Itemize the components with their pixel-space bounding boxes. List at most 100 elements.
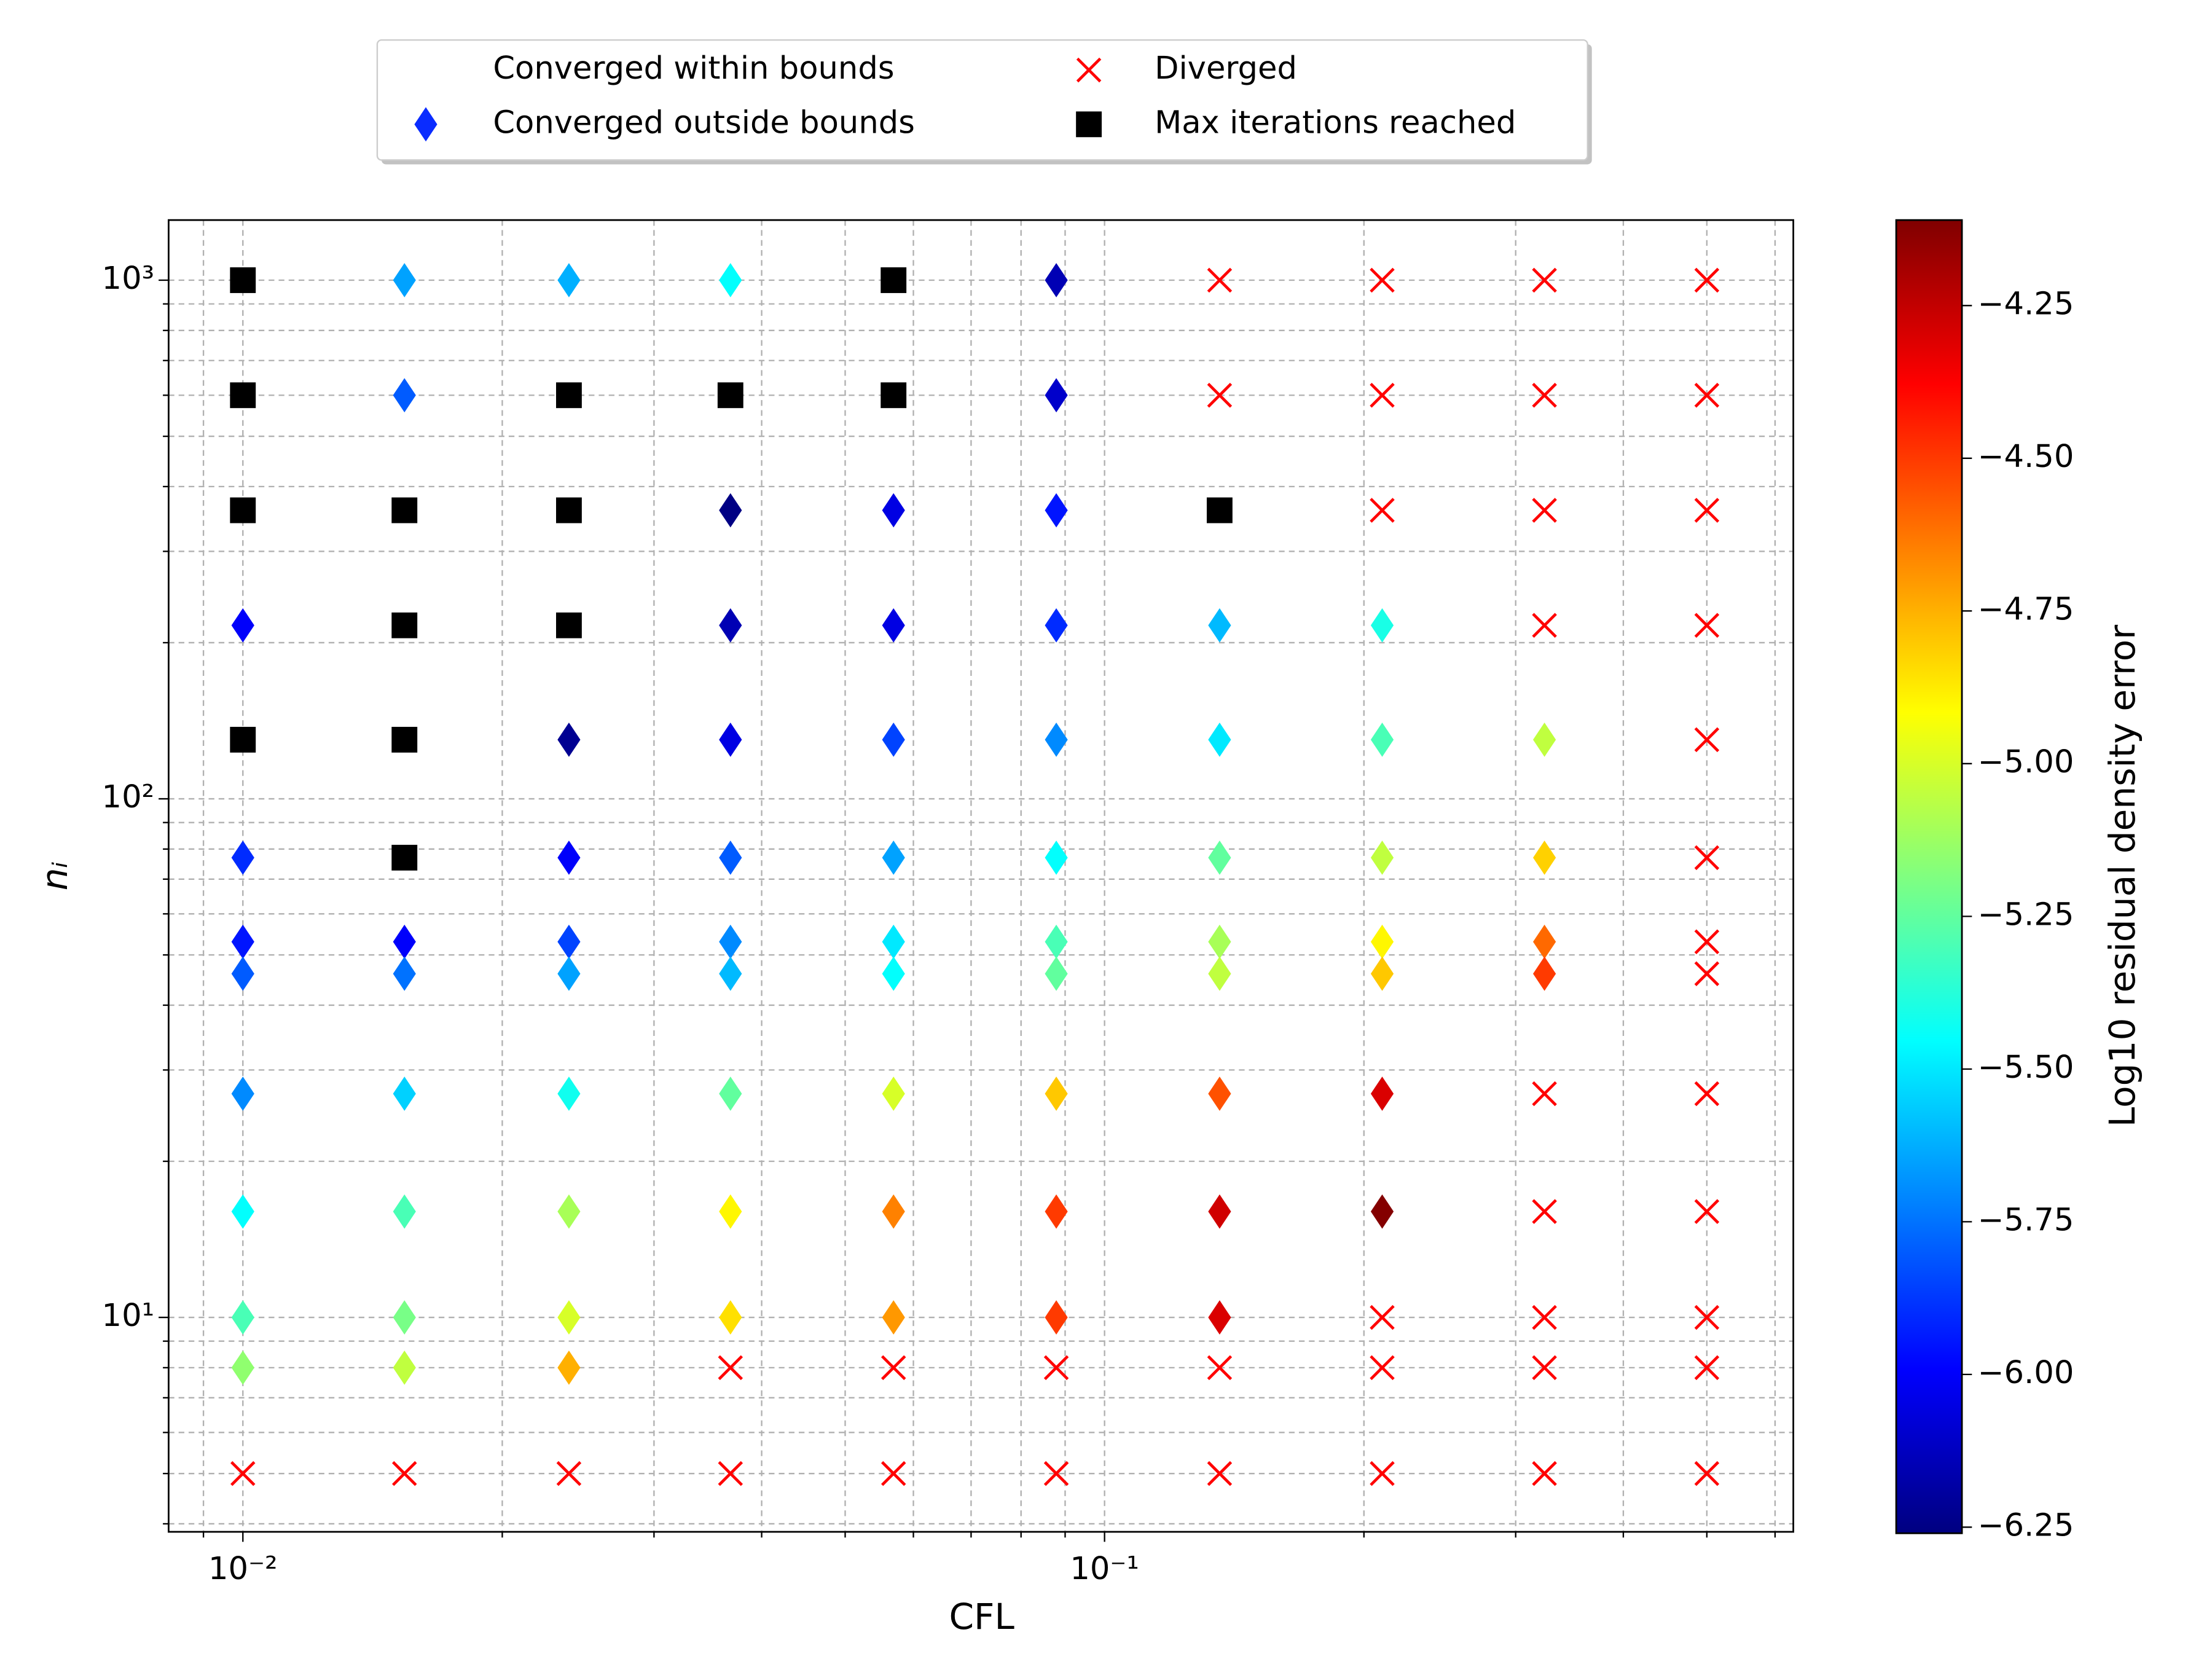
diamond-marker — [393, 1077, 416, 1111]
x-marker — [556, 1461, 582, 1486]
x-marker — [392, 1461, 417, 1486]
diamond-marker — [882, 493, 905, 528]
diamond-marker — [882, 1077, 905, 1111]
x-marker — [718, 1355, 743, 1381]
diamond-marker — [231, 1350, 254, 1385]
diamond-marker — [1370, 722, 1394, 757]
x-marker — [1694, 845, 1720, 871]
square-marker — [230, 497, 256, 524]
diamond-marker — [1370, 608, 1394, 643]
diamond-marker — [1208, 608, 1231, 643]
colorbar-tick-label: −6.00 — [1978, 1355, 2074, 1391]
square-marker — [1206, 497, 1233, 524]
square-marker — [556, 382, 582, 409]
diamond-marker — [557, 840, 581, 875]
square-marker — [230, 382, 256, 409]
square-marker — [556, 497, 582, 524]
diamond-marker — [1045, 1077, 1068, 1111]
x-marker — [1532, 1199, 1557, 1225]
diamond-marker — [231, 1194, 254, 1229]
x-axis-label: CFL — [949, 1596, 1014, 1637]
diamond-marker — [393, 378, 416, 413]
colorbar-tick-label: −4.75 — [1978, 591, 2074, 627]
diamond-marker — [1208, 722, 1231, 757]
diamond-marker — [1208, 924, 1231, 959]
colorbar-tick-label: −4.25 — [1978, 286, 2074, 322]
axes-frame — [168, 219, 1794, 1533]
diamond-marker — [393, 1350, 416, 1385]
diamond-marker — [719, 722, 742, 757]
x-marker — [1207, 1461, 1233, 1486]
y-tick-label: 10³ — [102, 261, 155, 297]
x-marker — [1370, 1355, 1395, 1381]
diamond-marker — [1045, 722, 1068, 757]
x-marker — [1532, 498, 1557, 523]
y-axis-label: nᵢ — [34, 861, 76, 890]
x-marker — [1076, 57, 1102, 83]
colorbar-label: Log10 residual density error — [2101, 625, 2143, 1127]
square-marker — [230, 726, 256, 753]
diamond-marker — [1045, 608, 1068, 643]
diamond-marker — [1370, 956, 1394, 991]
diamond-marker — [393, 263, 416, 297]
colorbar-tick-label: −5.50 — [1978, 1049, 2074, 1086]
diamond-marker — [557, 1194, 581, 1229]
diamond-marker — [719, 263, 742, 297]
x-marker — [1370, 1304, 1395, 1330]
diamond-marker — [882, 608, 905, 643]
diamond-marker — [1045, 840, 1068, 875]
x-marker — [1370, 1461, 1395, 1486]
diamond-marker — [1045, 924, 1068, 959]
diamond-marker — [719, 493, 742, 528]
x-marker — [1370, 383, 1395, 408]
colorbar-tick-label: −5.75 — [1978, 1202, 2074, 1238]
diamond-marker — [882, 1194, 905, 1229]
colorbar — [1895, 219, 1963, 1534]
diamond-marker — [1370, 924, 1394, 959]
diamond-marker — [1208, 1077, 1231, 1111]
x-marker — [880, 1355, 906, 1381]
diamond-marker — [231, 1077, 254, 1111]
legend-box — [376, 39, 1588, 161]
diamond-marker — [414, 107, 437, 142]
square-marker — [230, 267, 256, 293]
x-marker — [1370, 498, 1395, 523]
diamond-marker — [557, 956, 581, 991]
diamond-marker — [1370, 840, 1394, 875]
diamond-marker — [1208, 956, 1231, 991]
diamond-marker — [557, 1350, 581, 1385]
legend-label: Converged outside bounds — [493, 104, 915, 141]
x-marker — [1532, 383, 1557, 408]
square-marker — [717, 382, 743, 409]
diamond-marker — [1045, 956, 1068, 991]
x-marker — [1207, 1355, 1233, 1381]
square-marker — [391, 497, 418, 524]
diamond-marker — [719, 956, 742, 991]
diamond-marker — [557, 722, 581, 757]
diamond-marker — [719, 1077, 742, 1111]
x-marker — [1694, 961, 1720, 986]
square-marker — [1076, 111, 1102, 138]
x-marker — [718, 1461, 743, 1486]
square-marker — [880, 382, 907, 409]
diamond-marker — [231, 956, 254, 991]
diamond-marker — [231, 840, 254, 875]
diamond-marker — [882, 722, 905, 757]
diamond-marker — [1533, 924, 1556, 959]
square-marker — [556, 612, 582, 638]
diamond-marker — [719, 608, 742, 643]
x-marker — [1694, 613, 1720, 638]
colorbar-tick-label: −4.50 — [1978, 439, 2074, 475]
diamond-marker — [882, 956, 905, 991]
x-marker — [1532, 267, 1557, 293]
diamond-marker — [1533, 722, 1556, 757]
diamond-marker — [393, 924, 416, 959]
grid — [168, 220, 1794, 1532]
diamond-marker — [1045, 1194, 1068, 1229]
diamond-marker — [231, 608, 254, 643]
diamond-marker — [557, 924, 581, 959]
x-marker — [1694, 727, 1720, 753]
